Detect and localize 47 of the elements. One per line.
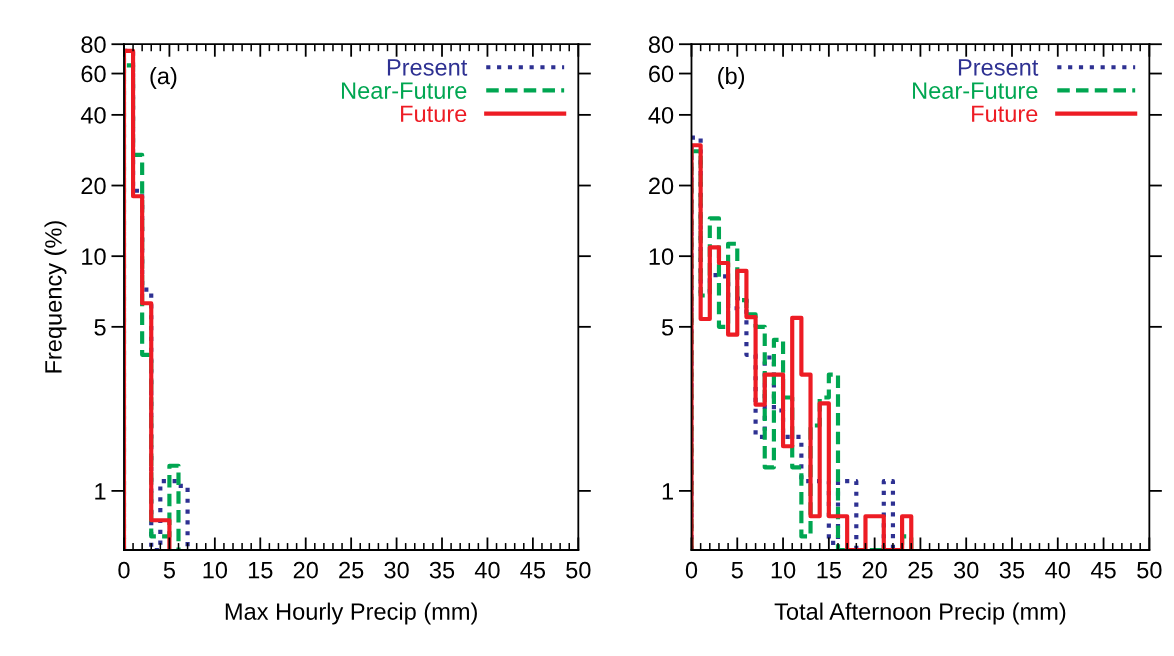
x-tick-label: 10: [771, 561, 796, 579]
y-tick-label: 20: [649, 177, 674, 195]
x-tick-label: 30: [953, 561, 979, 579]
y-tick-label: 5: [661, 319, 674, 336]
y-tick-label: 40: [648, 106, 674, 124]
y-tick-label: 1: [95, 483, 106, 500]
x-tick-label: 15: [248, 561, 273, 579]
x-tick-label: 20: [293, 561, 318, 579]
y-tick-label: 60: [81, 65, 106, 83]
x-tick-label: 35: [999, 561, 1025, 579]
x-tick-label: 40: [474, 561, 500, 579]
y-tick-label: 80: [81, 36, 106, 53]
legend-label: Present: [387, 59, 468, 76]
x-tick-label: 0: [118, 561, 130, 579]
x-axis-title: Max Hourly Precip (mm): [225, 602, 477, 625]
legend-label: Near-Future: [342, 82, 467, 99]
x-tick-label: 25: [339, 561, 364, 579]
x-tick-label: 35: [429, 561, 455, 579]
x-tick-label: 0: [685, 561, 698, 579]
x-tick-label: 5: [731, 561, 743, 579]
legend-label: Present: [958, 59, 1039, 76]
x-tick-label: 50: [566, 561, 591, 579]
x-tick-label: 50: [1137, 561, 1162, 579]
y-tick-label: 1: [662, 483, 673, 500]
y-axis-title: Frequency (%): [44, 221, 67, 373]
y-tick-label: 10: [649, 248, 674, 265]
annotation: (a): [150, 66, 177, 89]
x-tick-label: 5: [163, 561, 175, 579]
y-tick-label: 80: [648, 36, 674, 53]
x-tick-label: 15: [817, 561, 841, 579]
x-tick-label: 10: [203, 561, 228, 579]
legend-label: Near-Future: [913, 82, 1038, 99]
annotation: (b): [718, 66, 745, 89]
legend-label: Future: [972, 105, 1038, 123]
x-axis-title: Total Afternoon Precip (mm): [774, 602, 1066, 625]
x-tick-label: 45: [1090, 561, 1116, 579]
y-tick-label: 20: [81, 177, 106, 195]
x-tick-label: 40: [1045, 561, 1070, 579]
x-tick-label: 20: [862, 561, 887, 579]
x-tick-label: 25: [908, 561, 933, 579]
x-tick-label: 45: [520, 561, 546, 579]
x-tick-label: 30: [384, 561, 409, 579]
legend-label: Future: [401, 105, 467, 123]
y-tick-label: 10: [82, 248, 106, 265]
y-tick-label: 40: [80, 106, 106, 124]
y-tick-label: 60: [649, 65, 674, 83]
y-tick-label: 5: [94, 319, 106, 336]
